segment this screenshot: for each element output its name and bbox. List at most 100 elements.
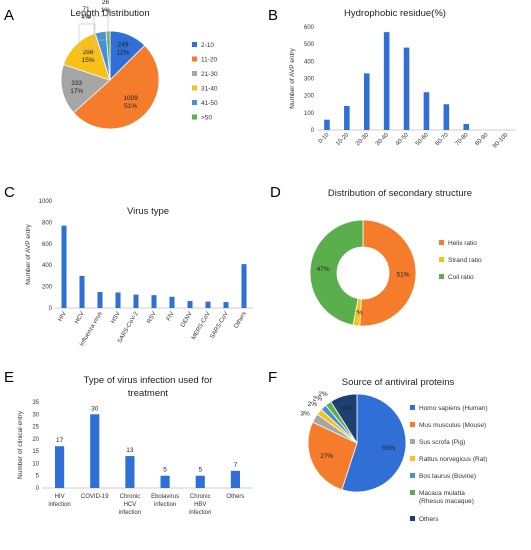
bar-3 bbox=[383, 32, 390, 130]
x-tick-label-5: RSV bbox=[146, 311, 157, 325]
x-tick-label-1: HCV bbox=[74, 311, 86, 325]
bar-2 bbox=[125, 456, 135, 488]
bar-8 bbox=[205, 301, 211, 308]
x-tick-label-8: MERS-CoV bbox=[191, 311, 212, 341]
pie-slice-0 bbox=[341, 393, 407, 493]
legend-swatch-0 bbox=[192, 42, 197, 47]
x-tick-label-2: Chronic bbox=[120, 494, 141, 500]
legend-label-5: Macaca mulatta bbox=[419, 490, 465, 497]
panel-label-f: F bbox=[268, 369, 277, 386]
y-tick-label-4: 400 bbox=[304, 59, 315, 65]
bar-0 bbox=[55, 446, 65, 488]
legend-swatch-1 bbox=[192, 56, 197, 62]
pie-percent-label-1: 27% bbox=[320, 453, 333, 460]
pie-slice-2 bbox=[309, 219, 364, 326]
legend-label-2: Coil ratio bbox=[448, 274, 474, 281]
x-tick-label-0-line2: infection bbox=[48, 502, 70, 508]
legend-label-2: 21-30 bbox=[201, 71, 218, 78]
y-axis-label: Number of AVP entry bbox=[289, 48, 296, 109]
x-tick-label-10: Others bbox=[234, 311, 248, 330]
bar-value-label-5: 7 bbox=[234, 462, 238, 469]
legend-swatch-3 bbox=[410, 456, 415, 461]
chart-title: Source of antiviral proteins bbox=[342, 377, 455, 388]
bar-value-label-3: 5 bbox=[163, 467, 167, 474]
pie-percent-label-2: 17% bbox=[70, 88, 83, 95]
legend-label-6: Others bbox=[419, 516, 439, 523]
x-tick-label-8: 80-90 bbox=[474, 132, 490, 148]
bar-0 bbox=[324, 119, 330, 130]
x-tick-label-2-line2: HCV bbox=[124, 502, 137, 508]
pie-percent-label-4: 4% bbox=[81, 14, 91, 21]
y-tick-label-4: 800 bbox=[42, 220, 53, 226]
y-tick-label-6: 600 bbox=[304, 25, 315, 31]
legend-swatch-0 bbox=[410, 405, 415, 410]
x-tick-label-3: 30-40 bbox=[375, 132, 391, 148]
bar-4 bbox=[195, 475, 205, 488]
panel-label-a: A bbox=[4, 7, 14, 24]
pie-percent-label-1: 51% bbox=[124, 103, 137, 110]
legend-label-1: Strand ratio bbox=[448, 257, 482, 264]
bar-value-label-0: 17 bbox=[56, 437, 64, 444]
panel-label-d: D bbox=[270, 184, 281, 201]
y-tick-label-3: 300 bbox=[304, 77, 315, 83]
x-tick-label-3-line2: infection bbox=[154, 502, 176, 508]
chart-title: Hydrophobic residue(%) bbox=[344, 8, 446, 19]
y-tick-label-0: 0 bbox=[49, 306, 53, 312]
pie-value-label-5: 26 bbox=[102, 0, 110, 6]
bar-5 bbox=[423, 92, 430, 130]
legend-label-3: 31-40 bbox=[201, 86, 218, 93]
legend-swatch-4 bbox=[192, 100, 197, 105]
y-tick-label-2: 10 bbox=[32, 461, 39, 467]
pie-percent-label-6: 9% bbox=[342, 405, 352, 412]
chart-title: Distribution of secondary structure bbox=[328, 188, 472, 199]
legend-label-0: 2-10 bbox=[201, 42, 214, 49]
pie-percent-label-1: 2% bbox=[353, 310, 363, 317]
pie-value-label-3: 298 bbox=[83, 49, 94, 56]
pie-slice-0 bbox=[359, 219, 417, 327]
pie-value-label-1: 1009 bbox=[123, 95, 138, 102]
y-axis-label: Number of AVP entry bbox=[25, 224, 32, 285]
y-tick-label-2: 400 bbox=[42, 263, 53, 269]
pie-percent-label-0: 12% bbox=[117, 50, 130, 57]
legend-label-2: Sus scrofa (Pig) bbox=[419, 439, 465, 446]
y-tick-label-5: 500 bbox=[304, 42, 315, 48]
bar-3 bbox=[160, 475, 170, 488]
bar-4 bbox=[133, 294, 139, 308]
panel-e-virus-infection-treatment: Type of virus infection used for treatmen… bbox=[17, 375, 253, 516]
y-tick-label-7: 35 bbox=[32, 400, 39, 406]
chart-title-line2: treatment bbox=[128, 388, 168, 399]
legend-label-4: 41-50 bbox=[201, 100, 218, 107]
pie-value-label-4: 71 bbox=[82, 6, 90, 13]
pie-percent-label-4: 2% bbox=[313, 396, 323, 403]
bar-2 bbox=[97, 291, 103, 308]
legend-swatch-2 bbox=[192, 71, 197, 76]
x-tick-label-3: Ebolavirus bbox=[151, 494, 179, 500]
y-tick-label-1: 100 bbox=[304, 111, 315, 117]
panel-label-b: B bbox=[268, 7, 278, 24]
chart-title: Type of virus infection used for bbox=[84, 375, 213, 386]
legend-label-5: >50 bbox=[201, 115, 212, 122]
x-tick-label-2-line3: infection bbox=[119, 510, 141, 516]
bar-6 bbox=[169, 296, 175, 308]
legend-label-1: Mus musculus (Mouse) bbox=[419, 422, 486, 429]
x-tick-label-2: 20-30 bbox=[355, 132, 371, 148]
x-tick-label-4-line2: HBV bbox=[194, 502, 206, 508]
legend-swatch-5 bbox=[410, 490, 415, 495]
legend-swatch-0 bbox=[439, 240, 444, 245]
y-tick-label-5: 1000 bbox=[39, 199, 53, 205]
leader-box-over-50 bbox=[93, 15, 109, 41]
x-tick-label-5: Others bbox=[226, 494, 244, 500]
pie-percent-label-0: 55% bbox=[382, 445, 395, 452]
x-tick-label-1: 10-20 bbox=[335, 132, 351, 148]
bar-4 bbox=[403, 47, 410, 130]
legend-swatch-2 bbox=[439, 274, 444, 279]
x-tick-label-5: 50-60 bbox=[415, 132, 431, 148]
pie-percent-label-0: 51% bbox=[396, 271, 409, 278]
panel-f-antiviral-protein-source: Source of antiviral proteins55%27%3%2%2%… bbox=[300, 377, 487, 523]
panel-c-virus-type: Virus type 0 200 400 600 800 1000 Number of AVP… bbox=[25, 199, 253, 348]
pie-percent-label-2: 3% bbox=[300, 410, 310, 417]
pie-percent-label-2: 47% bbox=[317, 266, 330, 273]
bar-7 bbox=[187, 301, 193, 308]
legend-swatch-1 bbox=[439, 257, 444, 262]
